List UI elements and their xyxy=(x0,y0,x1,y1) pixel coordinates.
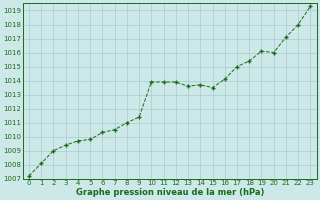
X-axis label: Graphe pression niveau de la mer (hPa): Graphe pression niveau de la mer (hPa) xyxy=(76,188,264,197)
